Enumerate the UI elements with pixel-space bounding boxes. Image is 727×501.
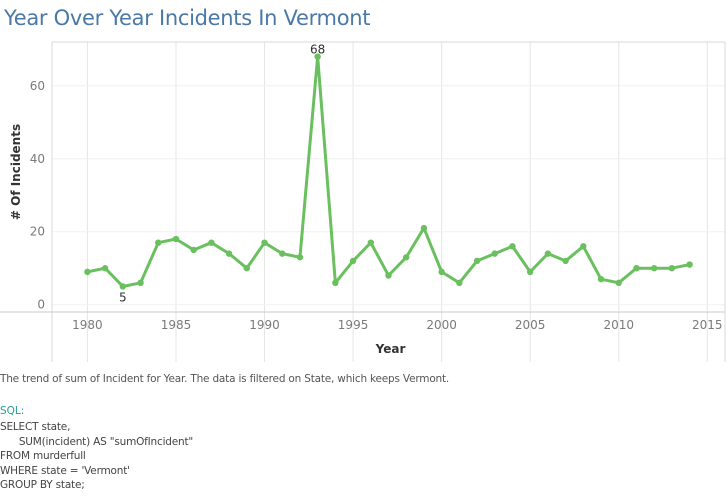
data-point xyxy=(84,268,91,276)
data-point xyxy=(438,268,445,276)
x-tick-label: 2000 xyxy=(426,318,457,332)
data-point xyxy=(261,239,268,246)
sql-line: FROM murderfull xyxy=(0,450,86,462)
data-point xyxy=(580,243,587,250)
data-point xyxy=(562,257,569,265)
x-tick-label: 2010 xyxy=(603,318,634,332)
data-point xyxy=(491,250,498,257)
data-label: 5 xyxy=(119,290,127,304)
sql-line: SUM(incident) AS "sumOfIncident" xyxy=(0,435,194,448)
data-point xyxy=(367,239,374,246)
data-point xyxy=(633,265,640,272)
series-line xyxy=(87,55,690,288)
sql-line: GROUP BY state; xyxy=(0,479,85,491)
x-axis-title: Year xyxy=(375,342,406,356)
data-point xyxy=(225,250,233,257)
data-point xyxy=(190,246,197,254)
x-tick-label: 2005 xyxy=(515,318,546,332)
data-point xyxy=(597,275,605,283)
grid-lines xyxy=(52,42,725,362)
data-point xyxy=(456,279,463,287)
data-point xyxy=(420,224,428,232)
data-label: 68 xyxy=(310,43,325,57)
data-point xyxy=(403,254,410,261)
data-point xyxy=(473,257,481,265)
data-point xyxy=(615,279,622,287)
data-point xyxy=(526,268,534,276)
series-incidents xyxy=(84,53,693,290)
x-tick-label: 1985 xyxy=(161,318,192,332)
y-tick-label: 0 xyxy=(37,298,45,312)
y-tick-label: 60 xyxy=(30,79,45,93)
sql-line: WHERE state = 'Vermont' xyxy=(0,464,130,477)
data-point xyxy=(243,265,251,272)
x-tick-label: 2015 xyxy=(692,318,723,332)
data-point xyxy=(332,279,339,287)
data-point xyxy=(349,257,357,265)
data-point xyxy=(137,279,144,287)
y-axis-title: # Of Incidents xyxy=(9,124,23,220)
y-tick-label: 20 xyxy=(30,225,45,239)
sql-query: SELECT state, SUM(incident) AS "sumOfInc… xyxy=(0,420,193,493)
data-point xyxy=(119,283,127,290)
x-tick-label: 1980 xyxy=(72,318,103,332)
data-point xyxy=(208,239,215,246)
sql-label: SQL: xyxy=(0,405,25,417)
data-point xyxy=(544,250,552,257)
x-axis-ticks: 1980 1985 1990 1995 2000 2005 2010 2015 xyxy=(72,318,722,332)
data-point xyxy=(650,265,658,272)
data-point xyxy=(385,272,392,279)
data-point xyxy=(686,261,693,268)
line-chart: 0 20 40 60 1980 1985 1990 1995 2000 2005 2010 2015… xyxy=(0,41,726,362)
data-labels: 68 5 xyxy=(119,43,325,305)
data-point xyxy=(314,53,321,60)
chart-title: Year Over Year Incidents In Vermont xyxy=(4,6,371,30)
data-point xyxy=(279,250,286,257)
data-point xyxy=(172,235,180,243)
sql-line: SELECT state, xyxy=(0,421,71,433)
data-point xyxy=(155,239,162,246)
data-point xyxy=(101,265,109,272)
data-point xyxy=(509,243,516,250)
x-tick-label: 1995 xyxy=(338,318,369,332)
y-tick-label: 40 xyxy=(30,152,45,166)
plot-frame xyxy=(0,41,726,362)
data-point xyxy=(668,265,676,272)
chart-caption: The trend of sum of Incident for Year. T… xyxy=(0,373,450,385)
y-axis-ticks: 0 20 40 60 xyxy=(30,79,45,312)
data-point xyxy=(296,254,304,261)
x-tick-label: 1990 xyxy=(249,318,280,332)
